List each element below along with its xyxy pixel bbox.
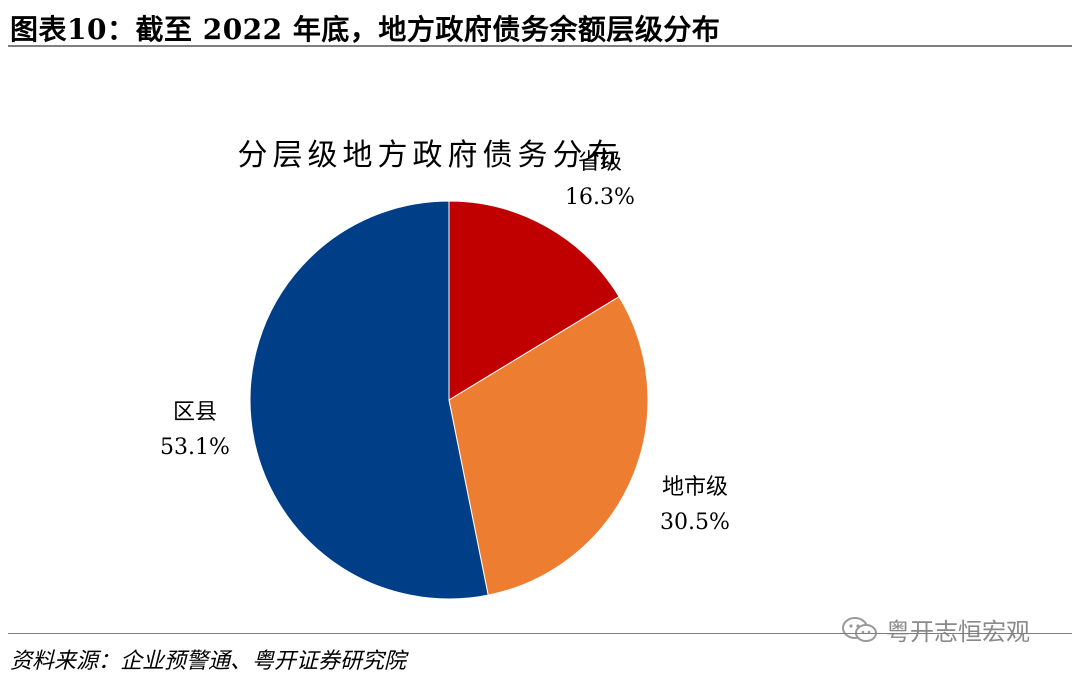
pie-chart <box>249 200 649 600</box>
slice-label-provincial: 省级 16.3% <box>545 145 655 215</box>
title-rule <box>8 45 1072 47</box>
slice-value-municipal: 30.5% <box>660 510 730 535</box>
slice-name-county: 区县 <box>172 400 217 425</box>
figure-title: 图表10：截至 2022 年底，地方政府债务余额层级分布 <box>10 13 721 46</box>
pie-slice-municipal <box>448 296 649 596</box>
slice-value-provincial: 16.3% <box>565 185 635 210</box>
pie-slice-provincial <box>448 200 620 401</box>
watermark-text: 粤开志恒宏观 <box>886 618 1030 646</box>
slice-value-county: 53.1% <box>160 435 230 460</box>
source-rule <box>8 633 1072 634</box>
slice-label-county: 区县 53.1% <box>140 395 250 465</box>
source-note: 资料来源：企业预警通、粤开证券研究院 <box>10 649 407 674</box>
wechat-icon <box>842 616 877 642</box>
pie-slice-county <box>249 200 489 600</box>
slice-name-provincial: 省级 <box>577 150 622 175</box>
slice-name-municipal: 地市级 <box>661 475 728 500</box>
watermark: 粤开志恒宏观 <box>840 612 1030 647</box>
chart: 分层级地方政府债务分布 省级 16.3% 地市级 30.5% 区县 53.1% <box>0 50 1080 630</box>
chart-title: 分层级地方政府债务分布 <box>237 138 623 173</box>
slice-label-municipal: 地市级 30.5% <box>635 470 755 540</box>
